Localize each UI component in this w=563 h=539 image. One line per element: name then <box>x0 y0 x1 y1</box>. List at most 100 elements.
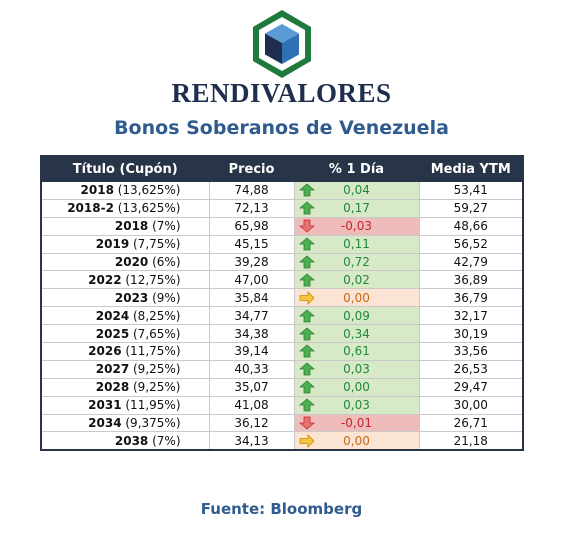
bond-year: 2018 <box>114 219 149 234</box>
price-cell: 35,07 <box>208 377 295 397</box>
table-row: 2031 (11,95%) 41,08 0,03 30,00 <box>40 395 524 415</box>
table-row: 2022 (12,75%) 47,00 0,02 36,89 <box>40 270 524 290</box>
price-cell: 72,13 <box>208 198 295 218</box>
arrow-up-icon <box>298 327 315 341</box>
ytm-cell: 53,41 <box>418 181 524 200</box>
arrow-right-icon <box>299 433 315 448</box>
bond-coupon: (13,625%) <box>113 201 181 216</box>
change-cell: -0,01 <box>293 413 420 433</box>
arrow-down-icon <box>298 416 315 430</box>
price-cell: 41,08 <box>208 395 295 415</box>
bond-title-cell: 2038 (7%) <box>40 431 210 451</box>
change-value: 0,00 <box>343 290 370 305</box>
bond-year: 2031 <box>88 398 122 413</box>
table-row: 2018-2 (13,625%) 72,13 0,17 59,27 <box>40 198 524 218</box>
price-cell: 39,14 <box>208 342 295 361</box>
ytm-cell: 26,71 <box>418 413 524 433</box>
ytm-cell: 36,89 <box>418 270 524 290</box>
price-cell: 40,33 <box>208 359 295 379</box>
change-value: 0,00 <box>343 380 370 395</box>
arrow-up-icon <box>298 237 315 251</box>
bond-coupon: (9,25%) <box>129 380 181 395</box>
change-cell: 0,72 <box>293 252 420 272</box>
data-source: Fuente: Bloomberg <box>200 500 363 518</box>
bonds-table: Título (Cupón) Precio % 1 Día Media YTM … <box>40 155 524 452</box>
price-cell: 45,15 <box>208 234 295 254</box>
bond-title-cell: 2022 (12,75%) <box>40 270 210 290</box>
column-header-title: Título (Cupón) <box>40 155 210 182</box>
column-header-change: % 1 Día <box>293 155 420 182</box>
change-cell: 0,00 <box>293 288 420 308</box>
price-cell: 74,88 <box>208 181 295 200</box>
change-value: 0,61 <box>343 344 370 359</box>
bond-title-cell: 2018 (7%) <box>40 216 210 236</box>
change-value: -0,03 <box>340 219 373 234</box>
bond-title-cell: 2034 (9,375%) <box>40 413 210 433</box>
bond-year: 2024 <box>95 308 130 323</box>
ytm-cell: 30,00 <box>418 395 524 415</box>
arrow-up-icon <box>298 309 315 323</box>
ytm-cell: 21,18 <box>418 431 524 451</box>
arrow-up-icon <box>298 273 315 287</box>
ytm-cell: 26,53 <box>418 359 524 379</box>
change-cell: -0,03 <box>293 216 420 236</box>
change-value: 0,11 <box>343 237 370 252</box>
change-value: 0,17 <box>343 201 370 216</box>
arrow-up-icon <box>298 183 315 197</box>
bond-coupon: (13,625%) <box>113 183 181 198</box>
change-value: -0,01 <box>340 416 373 431</box>
price-cell: 65,98 <box>208 216 295 236</box>
bond-coupon: (7,65%) <box>129 326 181 341</box>
table-row: 2018 (13,625%) 74,88 0,04 53,41 <box>40 181 524 200</box>
bond-coupon: (9,375%) <box>121 416 181 431</box>
change-cell: 0,02 <box>293 270 420 290</box>
bond-year: 2019 <box>95 237 130 252</box>
change-cell: 0,17 <box>293 198 420 218</box>
bond-coupon: (6%) <box>148 255 181 269</box>
ytm-cell: 42,79 <box>418 252 524 272</box>
arrow-up-icon <box>298 201 315 215</box>
table-row: 2019 (7,75%) 45,15 0,11 56,52 <box>40 234 524 254</box>
price-cell: 39,28 <box>208 252 295 272</box>
ytm-cell: 48,66 <box>418 216 524 236</box>
bond-coupon: (9,25%) <box>129 362 181 377</box>
change-value: 0,03 <box>343 362 370 377</box>
change-value: 0,34 <box>343 326 370 341</box>
bond-coupon: (7%) <box>148 219 181 234</box>
table-row: 2025 (7,65%) 34,38 0,34 30,19 <box>40 324 524 344</box>
table-row: 2028 (9,25%) 35,07 0,00 29,47 <box>40 377 524 397</box>
bond-title-cell: 2025 (7,65%) <box>40 324 210 344</box>
bond-title-cell: 2020 (6%) <box>40 252 210 272</box>
page-title: Bonos Soberanos de Venezuela <box>114 117 449 139</box>
change-cell: 0,03 <box>293 359 420 379</box>
ytm-cell: 33,56 <box>418 342 524 361</box>
price-cell: 34,77 <box>208 306 295 326</box>
change-cell: 0,11 <box>293 234 420 254</box>
bond-title-cell: 2028 (9,25%) <box>40 377 210 397</box>
change-value: 0,02 <box>343 272 370 287</box>
change-cell: 0,61 <box>293 342 420 361</box>
change-cell: 0,00 <box>293 431 420 451</box>
ytm-cell: 29,47 <box>418 377 524 397</box>
bond-coupon: (11,75%) <box>121 344 181 359</box>
arrow-up-icon <box>298 362 315 376</box>
change-value: 0,09 <box>343 308 370 323</box>
bond-year: 2018-2 <box>67 201 114 216</box>
bond-coupon: (7%) <box>148 433 181 448</box>
change-cell: 0,00 <box>293 377 420 397</box>
change-cell: 0,34 <box>293 324 420 344</box>
table-header-row: Título (Cupón) Precio % 1 Día Media YTM <box>40 155 524 182</box>
change-value: 0,72 <box>343 255 370 269</box>
bond-title-cell: 2018 (13,625%) <box>40 181 210 200</box>
ytm-cell: 36,79 <box>418 288 524 308</box>
bond-title-cell: 2024 (8,25%) <box>40 306 210 326</box>
table-row: 2038 (7%) 34,13 0,00 21,18 <box>40 431 524 451</box>
table-row: 2027 (9,25%) 40,33 0,03 26,53 <box>40 359 524 379</box>
bond-title-cell: 2018-2 (13,625%) <box>40 198 210 218</box>
bond-title-cell: 2026 (11,75%) <box>40 342 210 361</box>
arrow-up-icon <box>298 380 315 394</box>
table-row: 2026 (11,75%) 39,14 0,61 33,56 <box>40 342 524 361</box>
change-cell: 0,03 <box>293 395 420 415</box>
bond-year: 2026 <box>88 344 122 359</box>
bond-title-cell: 2031 (11,95%) <box>40 395 210 415</box>
